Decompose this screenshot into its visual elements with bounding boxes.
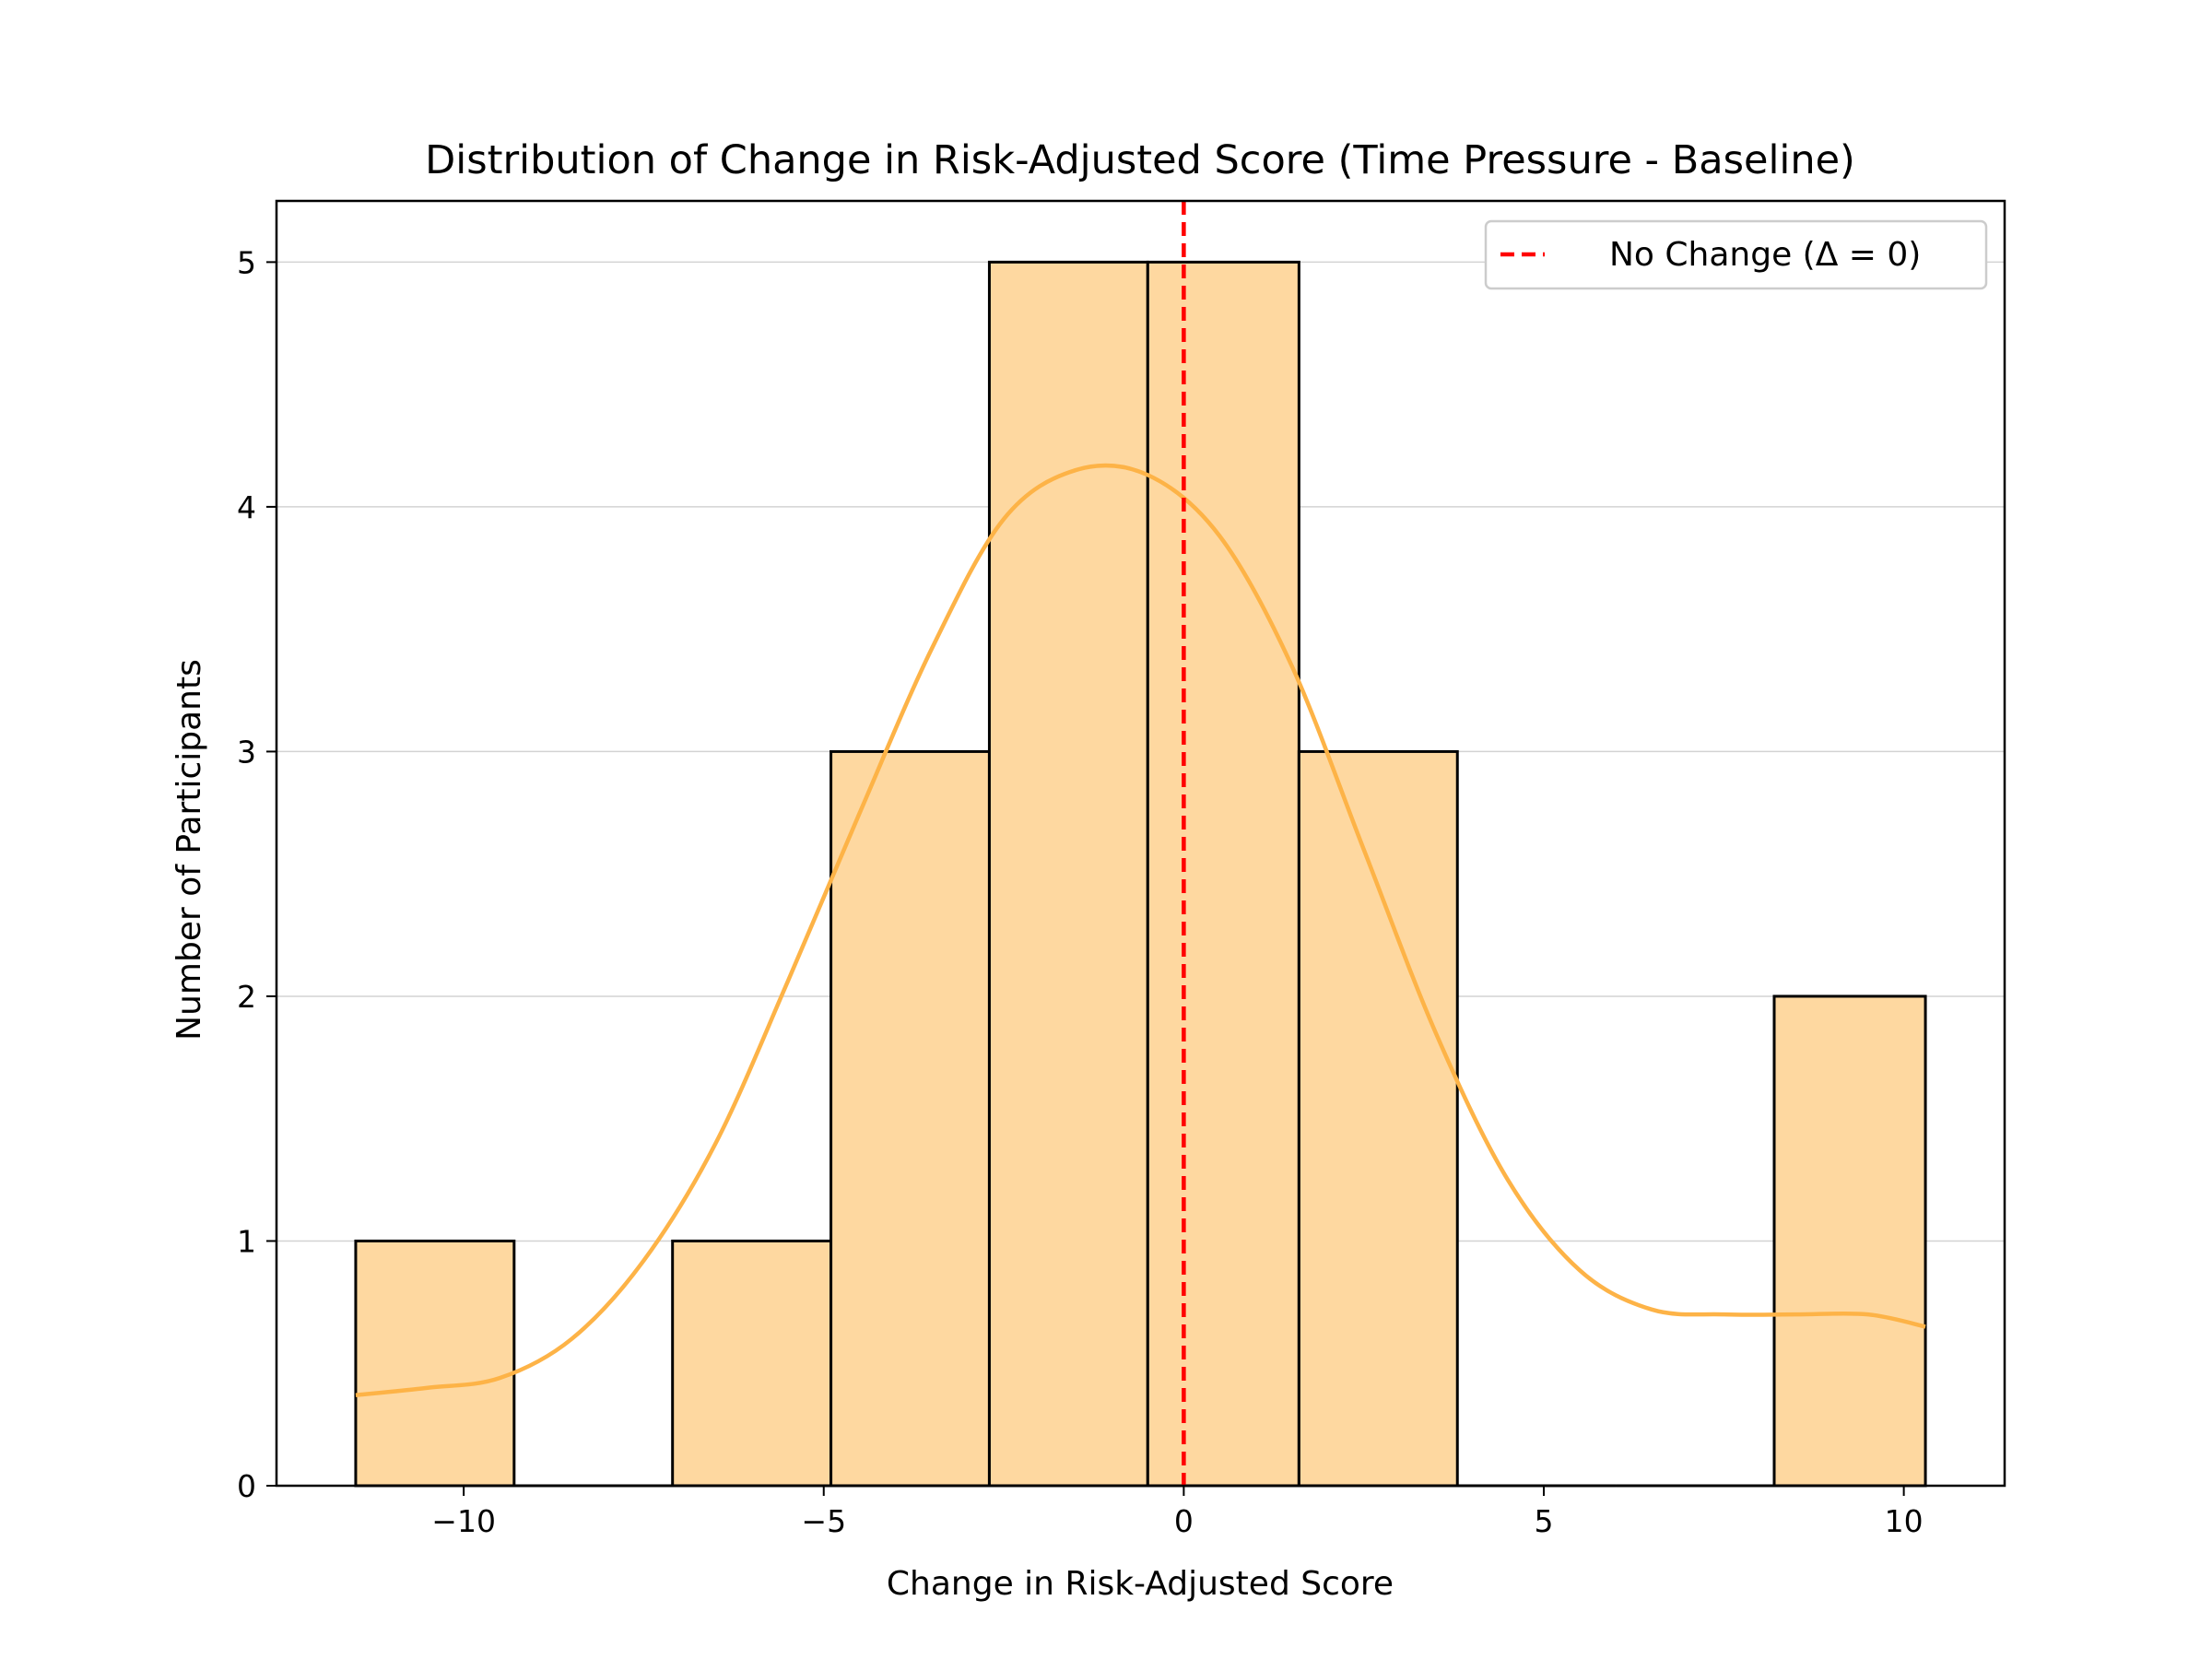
histogram-bar xyxy=(830,749,991,1488)
y-tick-label: 2 xyxy=(237,979,256,1015)
y-axis-ticks: 0 1 2 3 4 5 xyxy=(237,244,276,1504)
y-tick-label: 0 xyxy=(237,1468,256,1504)
y-tick-label: 5 xyxy=(237,244,256,280)
legend-box xyxy=(1484,219,1988,290)
x-tick-label: 10 xyxy=(1885,1503,1924,1539)
y-tick-label: 3 xyxy=(237,734,256,770)
histogram-bar xyxy=(987,260,1149,1488)
y-tick-label: 4 xyxy=(237,489,256,525)
kde-curve-group xyxy=(355,463,1926,1397)
chart-title: Distribution of Change in Risk-Adjusted … xyxy=(425,137,1855,183)
histogram-bar xyxy=(1146,260,1300,1488)
y-axis-label: Number of Participants xyxy=(171,659,208,1041)
y-tick-label: 1 xyxy=(237,1223,256,1259)
histogram-bar xyxy=(1297,749,1459,1488)
histogram-bar xyxy=(1772,994,1927,1488)
x-axis-ticks: −10 −5 0 5 10 xyxy=(431,1486,1924,1539)
histogram-bar xyxy=(354,1239,516,1488)
legend-label: No Change (Δ = 0) xyxy=(1609,236,1921,274)
x-tick-label: −5 xyxy=(801,1503,846,1539)
histogram-bar xyxy=(671,1239,833,1488)
histogram-bars xyxy=(354,260,1927,1488)
x-tick-label: 5 xyxy=(1535,1503,1554,1539)
kde-curve xyxy=(355,463,1926,1397)
plot-frame xyxy=(275,199,2006,1488)
x-axis-label: Change in Risk-Adjusted Score xyxy=(887,1565,1394,1603)
x-tick-label: −10 xyxy=(431,1503,496,1539)
x-tick-label: 0 xyxy=(1174,1503,1194,1539)
legend: No Change (Δ = 0) xyxy=(1484,219,1988,290)
